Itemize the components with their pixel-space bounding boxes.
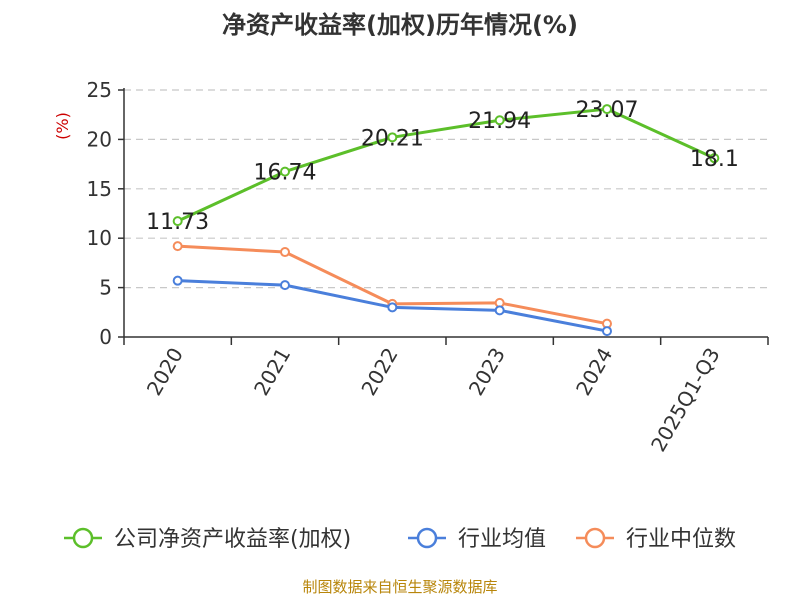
x-tick-label: 2023 bbox=[464, 343, 510, 399]
data-point bbox=[280, 166, 290, 177]
legend-label: 行业中位数 bbox=[626, 527, 736, 552]
data-point bbox=[172, 216, 183, 227]
legend-marker bbox=[416, 527, 438, 549]
x-tick-label: 2024 bbox=[571, 344, 617, 400]
data-point bbox=[494, 305, 505, 316]
data-point bbox=[602, 326, 612, 337]
x-tick-label: 2021 bbox=[249, 344, 295, 400]
data-label: 16.74 bbox=[254, 161, 317, 186]
data-point bbox=[172, 275, 183, 286]
x-tick-label: 2022 bbox=[356, 344, 402, 400]
data-label: 18.1 bbox=[690, 147, 739, 172]
y-tick-label: 20 bbox=[87, 127, 112, 151]
y-tick-label: 15 bbox=[87, 177, 112, 201]
data-point bbox=[494, 115, 505, 126]
data-point bbox=[387, 132, 398, 143]
source-footer: 制图数据来自恒生聚源数据库 bbox=[302, 578, 498, 596]
legend-marker bbox=[584, 527, 606, 549]
y-tick-label: 10 bbox=[87, 226, 112, 250]
legend-marker bbox=[72, 527, 94, 549]
legend: 公司净资产收益率(加权) 行业均值 行业中位数 bbox=[64, 527, 736, 552]
data-label: 23.07 bbox=[576, 98, 639, 123]
data-label: 11.73 bbox=[146, 210, 209, 235]
legend-label: 公司净资产收益率(加权) bbox=[114, 527, 351, 552]
data-point bbox=[387, 302, 398, 313]
y-tick-label: 0 bbox=[99, 325, 112, 349]
data-point bbox=[709, 153, 720, 164]
data-label: 20.21 bbox=[361, 126, 424, 151]
x-tick-label: 2020 bbox=[142, 344, 188, 400]
x-tick-label: 2025Q1-Q3 bbox=[646, 344, 725, 456]
data-point bbox=[280, 280, 290, 291]
y-tick-label: 5 bbox=[99, 276, 112, 300]
legend-label: 行业均值 bbox=[458, 527, 546, 552]
data-point bbox=[280, 247, 290, 258]
y-tick-label: 25 bbox=[87, 78, 112, 102]
series-group: 11.73 16.74 20.21 21.94 23.07 18.1 bbox=[146, 98, 739, 337]
chart-title: 净资产收益率(加权)历年情况(%) bbox=[222, 11, 578, 39]
grid-lines bbox=[124, 89, 768, 289]
y-axis-label: (%) bbox=[53, 112, 72, 140]
series-line bbox=[177, 107, 715, 223]
data-point bbox=[172, 241, 183, 252]
data-point bbox=[602, 104, 612, 115]
data-label: 21.94 bbox=[468, 109, 531, 134]
